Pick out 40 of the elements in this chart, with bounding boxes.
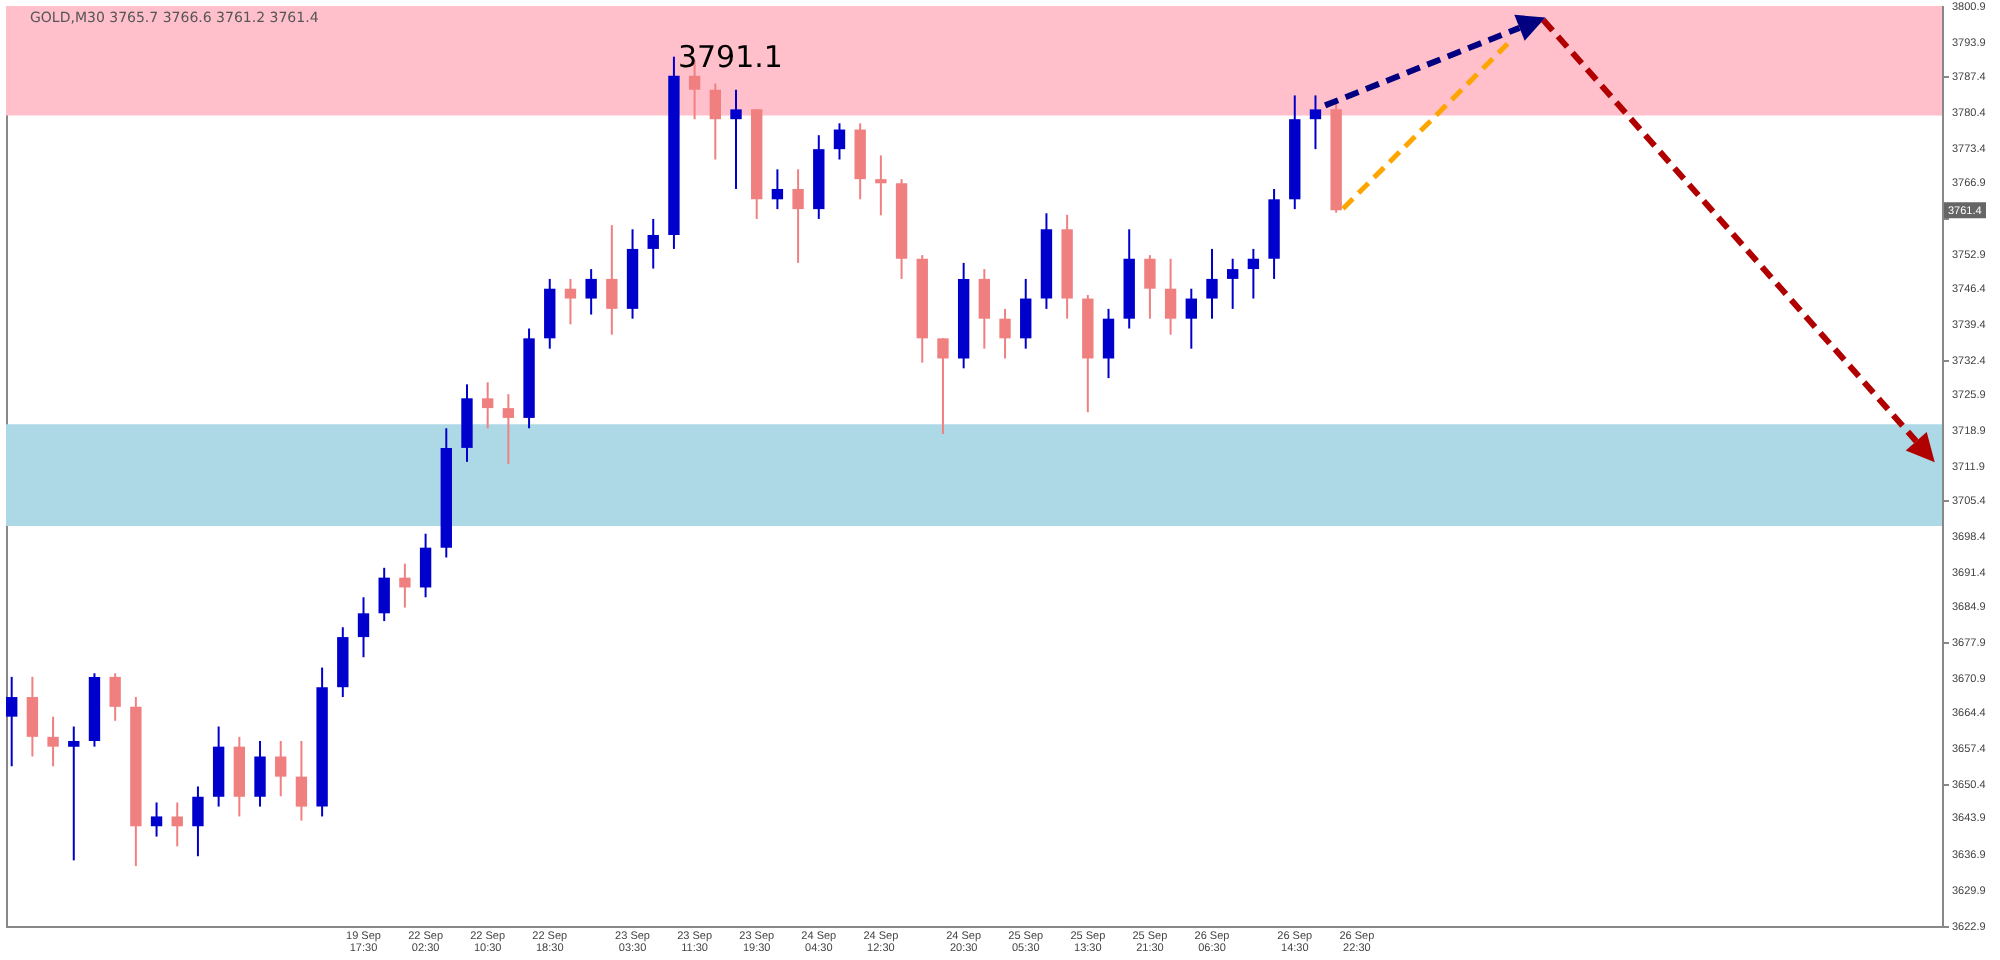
candlestick	[1309, 94, 1322, 151]
candlestick	[150, 801, 163, 838]
candlestick	[1185, 287, 1197, 350]
annotation: 3791.1	[677, 38, 783, 75]
candlestick	[481, 381, 494, 430]
candlestick	[1144, 254, 1156, 320]
candlestick	[502, 393, 515, 465]
candlestick	[606, 224, 618, 336]
candlestick	[564, 277, 577, 326]
candlestick	[709, 82, 722, 161]
candlestick	[875, 154, 887, 217]
candlestick	[730, 88, 742, 190]
candlestick	[1102, 307, 1115, 380]
candlestick	[254, 739, 266, 808]
candlestick	[1247, 247, 1260, 300]
candlestick	[192, 785, 204, 858]
candlestick	[399, 562, 411, 609]
candlestick	[978, 268, 991, 350]
candlestick	[1226, 257, 1239, 310]
candlestick	[937, 337, 949, 435]
candlestick	[68, 725, 80, 862]
candlestick	[419, 532, 432, 599]
candlestick	[1206, 247, 1218, 320]
candlestick	[999, 307, 1011, 360]
candlestick	[1164, 257, 1177, 336]
candlestick	[109, 672, 121, 722]
candlestick	[647, 217, 659, 270]
candlestick	[6, 675, 18, 768]
candlestick	[378, 566, 390, 623]
candlestick	[585, 268, 597, 316]
candlestick	[171, 801, 183, 848]
candlestick	[1020, 277, 1032, 350]
candlestick	[357, 596, 370, 659]
candlestick	[771, 168, 784, 211]
candlestick	[295, 739, 308, 822]
candlestick	[47, 715, 59, 768]
candlestick	[833, 122, 846, 161]
candlestick	[275, 739, 287, 798]
candlestick	[26, 675, 39, 758]
candlestick	[792, 168, 804, 264]
